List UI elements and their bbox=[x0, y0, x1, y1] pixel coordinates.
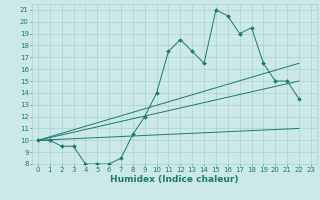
X-axis label: Humidex (Indice chaleur): Humidex (Indice chaleur) bbox=[110, 175, 239, 184]
